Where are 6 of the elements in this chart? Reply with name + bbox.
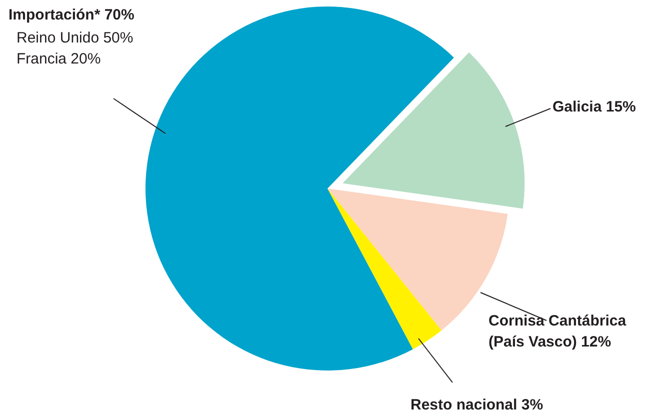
text: Reino Unido 50% [16,30,134,46]
slice-label: Cornisa Cantábrica (País Vasco) 12% [488,312,627,350]
slice-label: Resto nacional 3% [410,396,544,414]
text: Francia 20% [16,50,101,68]
slice-label: Galicia 15% [552,98,636,116]
slice-label: Importación* 70% [8,6,134,24]
